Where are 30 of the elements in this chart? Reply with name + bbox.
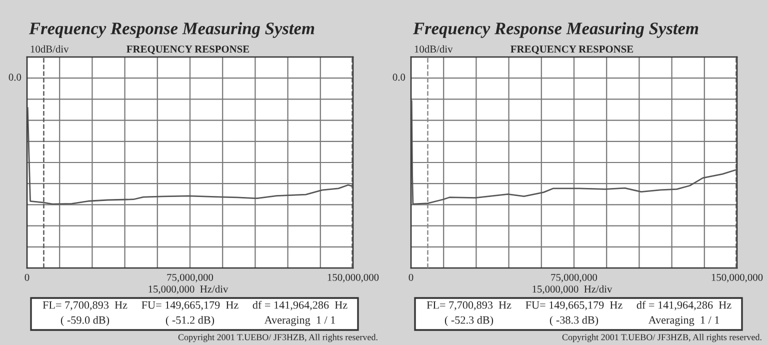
text: FU= 149,665,179 Hz — [142, 301, 238, 310]
text: Copyright 2001 T.UEBO/ JF3HZB, All rights reserved. — [178, 334, 378, 342]
x-axis-title: 15,000,000 Hz/div — [148, 285, 228, 294]
chart-title: Frequency Response Measuring System — [28, 22, 314, 38]
text: Averaging 1 / 1 — [264, 316, 336, 326]
chart-title: Frequency Response Measuring System — [412, 22, 698, 38]
x-tick-label: 150,000,000 — [712, 274, 763, 282]
text: 10dB/div — [414, 45, 453, 53]
x-tick-label: 75,000,000 — [551, 274, 598, 282]
text: FL= 7,700,893 Hz — [42, 301, 128, 310]
x-tick-label: 0 — [408, 274, 414, 281]
text: ( -51.2 dB) — [166, 316, 214, 326]
text: 0.0 — [392, 74, 406, 81]
chart-subtitle: FREQUENCY RESPONSE — [126, 46, 250, 54]
text: Copyright 2001 T.UEBO/ JF3HZB, All rights reserved. — [562, 334, 762, 342]
chart-subtitle: FREQUENCY RESPONSE — [510, 46, 634, 54]
text: 10dB/div — [30, 45, 69, 53]
text: Averaging 1 / 1 — [648, 316, 720, 326]
text: 0.0 — [8, 74, 22, 81]
text: df = 141,964,286 Hz — [252, 300, 348, 310]
text: df = 141,964,286 Hz — [636, 300, 732, 310]
text: ( -59.0 dB) — [60, 316, 110, 326]
x-tick-label: 75,000,000 — [167, 274, 214, 282]
text: FL= 7,700,893 Hz — [426, 301, 512, 310]
text: FU= 149,665,179 Hz — [526, 301, 622, 310]
x-tick-label: 150,000,000 — [328, 274, 379, 282]
x-axis-title: 15,000,000 Hz/div — [532, 285, 612, 294]
x-tick-label: 0 — [24, 274, 30, 281]
text: ( -52.3 dB) — [444, 316, 494, 326]
text: ( -38.3 dB) — [550, 316, 598, 326]
